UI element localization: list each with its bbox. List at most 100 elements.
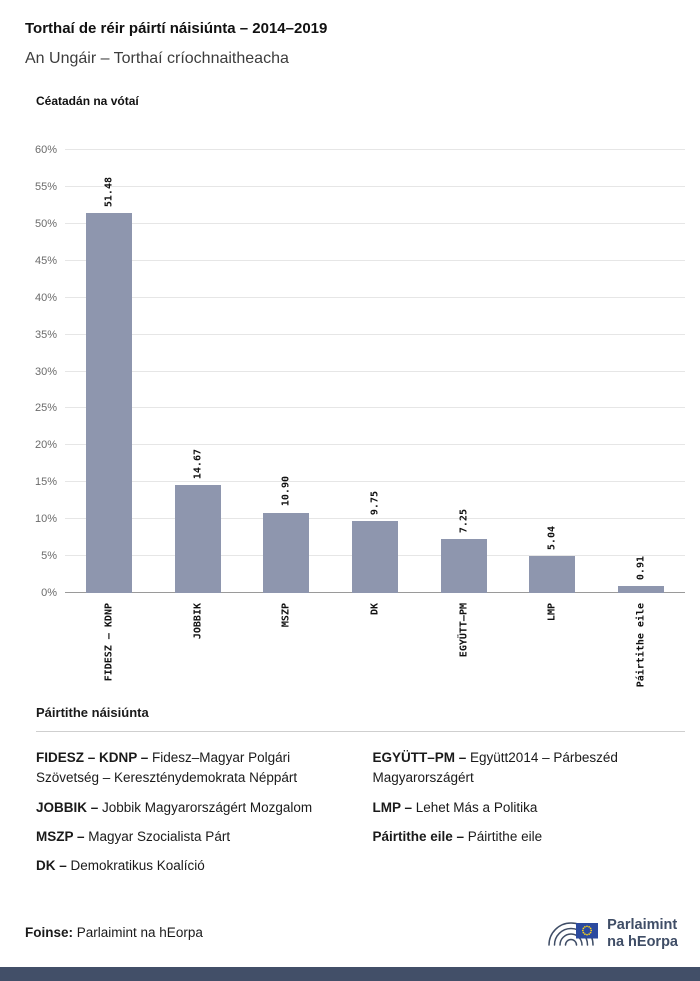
page-title: Torthaí de réir páirtí náisiúnta – 2014–… — [25, 20, 328, 37]
bar-slot: 7.25 — [419, 150, 508, 593]
legend-abbr: FIDESZ – KDNP – — [36, 750, 149, 765]
bar-slot: 0.91 — [596, 150, 685, 593]
page-subtitle: An Ungáir – Torthaí críochnaitheacha — [25, 50, 289, 67]
legend-item: LMP – Lehet Más a Politika — [373, 798, 686, 818]
bar-EGYÜTT–PM[interactable]: 7.25 — [440, 509, 487, 593]
legend-desc: Páirtithe eile — [464, 828, 543, 844]
bottom-accent-bar — [0, 967, 700, 981]
y-axis-tick-label: 40% — [34, 291, 57, 304]
x-label-slot: LMP — [508, 593, 597, 689]
source-line: Foinse: Parlaimint na hEorpa — [25, 925, 203, 942]
y-axis-tick-label: 5% — [41, 550, 57, 563]
legend-item: DK – Demokratikus Koalíció — [36, 856, 349, 876]
x-axis-category-label: DK — [369, 603, 381, 616]
legend-column-right: EGYÜTT–PM – Együtt2014 – Párbeszéd Magya… — [373, 748, 686, 885]
x-label-slot: Páirtithe eile — [596, 593, 685, 689]
legend-desc: Magyar Szocialista Párt — [84, 828, 231, 844]
bar-slot: 14.67 — [154, 150, 243, 593]
bars-container: 51.48 14.67 10.90 9.75 7.25 5.04 0.91 — [65, 150, 685, 593]
legend-abbr: LMP – — [372, 799, 413, 815]
y-axis-tick-label: 0% — [41, 587, 57, 599]
x-label-slot: FIDESZ – KDNP — [65, 593, 154, 689]
y-axis-tick-label: 10% — [34, 513, 57, 526]
bar-MSZP[interactable]: 10.90 — [263, 476, 310, 593]
bar-slot: 9.75 — [331, 150, 420, 593]
bar-slot: 51.48 — [65, 150, 154, 593]
ep-logo-line1: Parlaimint — [607, 916, 678, 933]
y-axis-tick-label: 25% — [34, 402, 57, 415]
bar-LMP[interactable]: 5.04 — [529, 526, 576, 593]
y-axis-tick-label: 55% — [34, 180, 57, 193]
legend-desc: Együtt2014 – Párbeszéd Magyarországért — [372, 750, 618, 786]
legend-item: MSZP – Magyar Szocialista Párt — [36, 827, 349, 847]
gridline — [65, 259, 685, 261]
gridline — [65, 481, 685, 483]
bar-value-label: 0.91 — [635, 556, 647, 581]
ep-logo-line2: na hEorpa — [607, 933, 678, 950]
legend-item: JOBBIK – Jobbik Magyarországért Mozgalom — [36, 798, 349, 818]
legend-item: EGYÜTT–PM – Együtt2014 – Párbeszéd Magya… — [373, 748, 686, 789]
gridline — [65, 222, 685, 224]
gridline — [65, 370, 685, 372]
y-axis-tick-label: 35% — [34, 328, 57, 341]
legend-column-left: FIDESZ – KDNP – Fidesz–Magyar Polgári Sz… — [36, 748, 349, 885]
bar-JOBBIK[interactable]: 14.67 — [174, 449, 221, 593]
gridline — [65, 296, 685, 298]
gridline — [65, 185, 685, 187]
bar-slot: 5.04 — [508, 150, 597, 593]
y-axis-tick-label: 60% — [34, 144, 57, 156]
gridline — [65, 333, 685, 335]
bar-FIDESZ – KDNP[interactable]: 51.48 — [86, 177, 133, 593]
bar-value-label: 51.48 — [103, 176, 115, 207]
bar-value-label: 10.90 — [280, 476, 292, 507]
y-axis-tick-label: 30% — [34, 365, 57, 378]
x-axis-category-label: EGYÜTT–PM — [458, 603, 470, 658]
bar-DK[interactable]: 9.75 — [352, 491, 399, 593]
bar-value-label: 5.04 — [546, 525, 558, 550]
legend-abbr: EGYÜTT–PM – — [372, 750, 467, 765]
y-axis-tick-label: 45% — [34, 254, 57, 267]
legend-desc: Jobbik Magyarországért Mozgalom — [98, 799, 313, 815]
bar-chart-plot: 0% 5% 10% 15% 20% 25% 30% 35% 40% 45% 50% 55% 60% 51.… — [35, 144, 685, 599]
y-axis-tick-label: 20% — [34, 439, 57, 452]
legend-item: FIDESZ – KDNP – Fidesz–Magyar Polgári Sz… — [36, 748, 349, 789]
x-axis-category-label: FIDESZ – KDNP — [103, 603, 115, 682]
x-axis-labels: FIDESZ – KDNP JOBBIK MSZP DK EGYÜTT–PM LMP Pái… — [65, 593, 685, 689]
bar-Páirtithe eile[interactable]: 0.91 — [617, 556, 664, 593]
legend-abbr: Páirtithe eile – — [372, 828, 465, 844]
ep-hemicycle-eu-flag-icon — [544, 912, 600, 955]
legend-abbr: JOBBIK – — [36, 799, 99, 815]
legend-heading: Páirtithe náisiúnta — [36, 705, 685, 732]
legend-desc: Lehet Más a Politika — [412, 799, 538, 815]
bar-value-label: 7.25 — [458, 509, 470, 534]
y-axis-tick-label: 50% — [34, 217, 57, 230]
x-label-slot: JOBBIK — [154, 593, 243, 689]
x-label-slot: MSZP — [242, 593, 331, 689]
legend-item: Páirtithe eile – Páirtithe eile — [373, 827, 686, 847]
legend-abbr: MSZP – — [36, 828, 85, 844]
european-parliament-logo[interactable]: Parlaimint na hEorpa — [544, 912, 678, 955]
ep-logo-text: Parlaimint na hEorpa — [607, 917, 678, 951]
gridline — [65, 444, 685, 446]
x-axis-category-label: Páirtithe eile — [635, 603, 647, 688]
x-label-slot: EGYÜTT–PM — [419, 593, 508, 689]
legend-desc: Fidesz–Magyar Polgári Szövetség – Keresz… — [36, 750, 298, 786]
chart-title: Céatadán na vótaí — [36, 94, 139, 108]
source-value: Parlaimint na hEorpa — [73, 924, 203, 940]
x-axis-category-label: JOBBIK — [192, 603, 204, 640]
legend-abbr: DK – — [36, 858, 67, 873]
legend-grid: FIDESZ – KDNP – Fidesz–Magyar Polgári Sz… — [36, 748, 685, 885]
gridline — [65, 149, 685, 150]
y-axis-tick-label: 15% — [34, 476, 57, 489]
bar-slot: 10.90 — [242, 150, 331, 593]
bar-chart-section: Céatadán na vótaí 0% 5% 10% 15% 20% 25% 30% 35%… — [0, 94, 700, 689]
bar-value-label: 14.67 — [192, 448, 204, 479]
gridline — [65, 407, 685, 409]
x-axis-category-label: MSZP — [280, 603, 292, 628]
x-axis-category-label: LMP — [546, 603, 558, 622]
x-label-slot: DK — [331, 593, 420, 689]
page-header: Torthaí de réir páirtí náisiúnta – 2014–… — [0, 16, 700, 68]
page-footer: Foinse: Parlaimint na hEorpa — [25, 911, 678, 955]
gridline — [65, 518, 685, 520]
